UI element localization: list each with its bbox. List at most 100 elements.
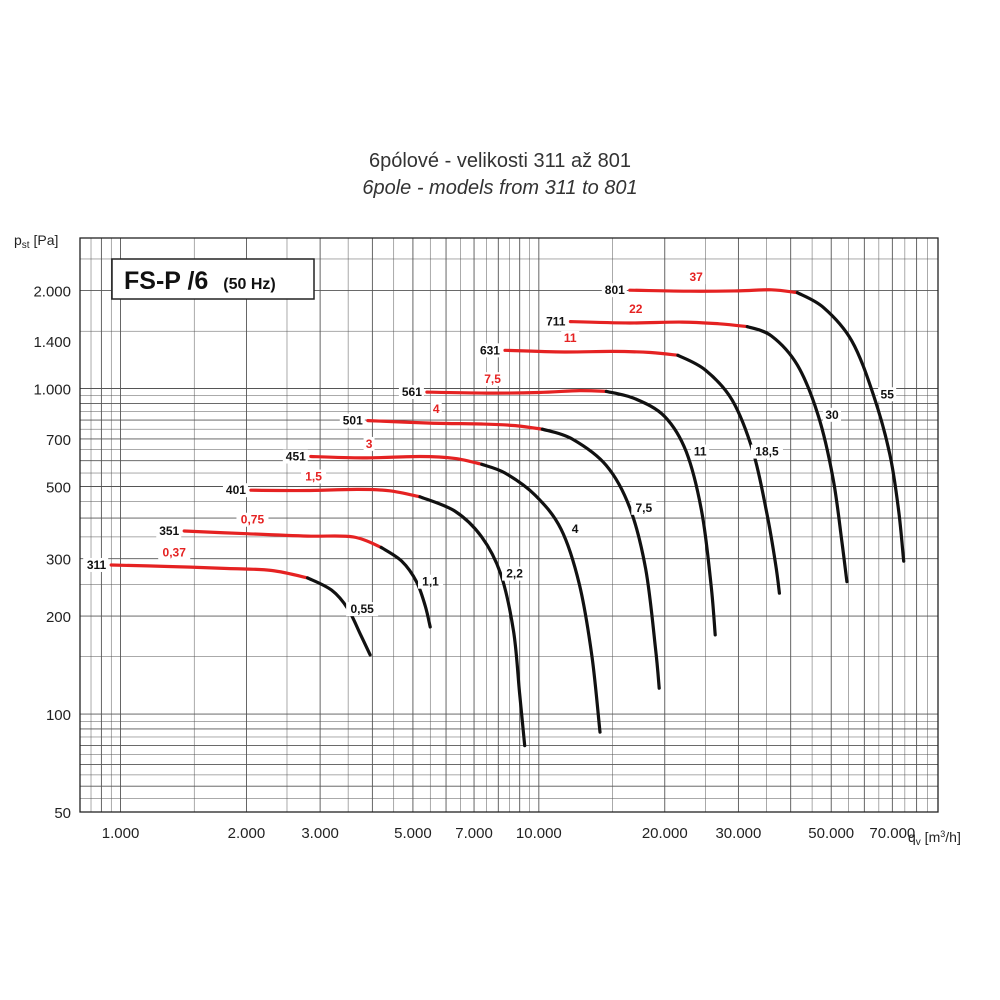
- x-tick-label: 3.000: [301, 825, 339, 842]
- curve-451-power-black-label-bg: [569, 522, 581, 537]
- grid-lines: [79, 238, 939, 812]
- curve-711-tail: [745, 325, 849, 584]
- curve-451-size-label-bg: [282, 449, 308, 464]
- curve-451-size-label: 451: [286, 450, 306, 464]
- curve-711-power-black-label: 30: [825, 408, 839, 422]
- curve-711-size-label: 711: [546, 315, 566, 329]
- curve-311-power-black-label: 0,55: [350, 602, 374, 616]
- y-tick-label: 200: [46, 609, 71, 626]
- curve-351-tail: [379, 545, 432, 629]
- curve-401-size-label: 401: [226, 483, 246, 497]
- curve-801-power-red-label-bg: [687, 270, 706, 285]
- curve-351-size-label-bg: [156, 523, 182, 538]
- curve-351-size-label: 351: [159, 524, 179, 538]
- curve-631-power-black-label: 18,5: [755, 445, 779, 459]
- y-tick-label: 700: [46, 432, 71, 449]
- curve-631-size-label: 631: [480, 343, 500, 357]
- curve-501-power-black-label-bg: [631, 500, 657, 515]
- curve-561-power-black-label-bg: [691, 444, 710, 459]
- curve-561-tail: [604, 389, 717, 637]
- x-tick-label: 2.000: [228, 825, 266, 842]
- curve-801-tail: [795, 291, 906, 563]
- curve-631-power-red-label: 11: [564, 331, 577, 345]
- curve-561-size-label: 561: [402, 385, 422, 399]
- curve-311-size-label-bg: [83, 557, 109, 572]
- curve-801-power-black-label: 55: [881, 387, 895, 401]
- curve-401-power-black-label: 2,2: [506, 567, 523, 581]
- curve-631-efficient: [503, 348, 680, 357]
- x-tick-label: 70.000: [869, 825, 915, 842]
- curve-711-power-black-label-bg: [823, 407, 842, 422]
- y-tick-label: 1.400: [33, 334, 71, 351]
- curve-401-power-red-label-bg: [301, 469, 327, 484]
- y-tick-label: 100: [46, 707, 71, 724]
- chart-title: 6pólové - velikosti 311 až 801: [368, 150, 631, 172]
- curve-401-efficient: [249, 487, 422, 499]
- curve-801-power-black-label-bg: [878, 387, 897, 402]
- plot-frame: [79, 237, 939, 813]
- curve-451-efficient: [309, 454, 484, 466]
- curve-631-size-label-bg: [476, 343, 502, 358]
- curve-711-power-red-label: 22: [629, 302, 643, 316]
- y-axis-label: pst [Pa]: [14, 232, 58, 251]
- curve-311-efficient: [109, 563, 310, 580]
- curve-801-power-red-label: 37: [689, 270, 703, 284]
- curve-561-power-red-label-bg: [480, 372, 506, 387]
- model-badge: FS-P /6 (50 Hz): [111, 258, 315, 300]
- curve-311-size-label: 311: [87, 558, 107, 572]
- x-tick-label: 7.000: [455, 825, 493, 842]
- x-axis-label: qv [m3/h]: [908, 829, 961, 848]
- curve-labels: 311 0,37 0,55 351 0,75 1,1 401 1,5 2,2 451 3 4 501 4 7…: [83, 270, 897, 617]
- svg-text:FS-P /6 (50 Hz): FS-P /6 (50 Hz): [124, 267, 276, 295]
- curve-561-power-black-label: 11: [694, 445, 707, 459]
- curve-801-efficient: [628, 288, 799, 295]
- x-tick-label: 50.000: [808, 825, 854, 842]
- curve-711-power-red-label-bg: [626, 301, 645, 316]
- curve-351-power-black-label: 1,1: [422, 575, 439, 589]
- curve-561-power-red-label: 7,5: [484, 372, 501, 386]
- y-tick-label: 2.000: [33, 284, 71, 301]
- curve-451-tail: [480, 462, 602, 734]
- curve-351-efficient: [182, 529, 383, 549]
- x-tick-label: 1.000: [102, 825, 140, 842]
- curve-311-power-black-label-bg: [346, 602, 379, 617]
- curve-311-power-red-label-bg: [158, 545, 191, 560]
- curve-501-size-label-bg: [339, 413, 365, 428]
- y-tick-label: 50: [54, 805, 71, 822]
- x-tick-label: 20.000: [642, 825, 688, 842]
- curve-561-size-label-bg: [398, 385, 424, 400]
- curve-401-power-black-label-bg: [502, 566, 528, 581]
- curve-801-size-label-bg: [601, 283, 627, 298]
- curve-351-power-black-label-bg: [418, 574, 444, 589]
- curve-501-power-red-label-bg: [430, 402, 442, 417]
- model-badge-frequency: (50 Hz): [223, 276, 275, 293]
- curve-801-size-label: 801: [605, 283, 625, 297]
- curve-311-power-red-label: 0,37: [163, 545, 187, 559]
- x-tick-label: 5.000: [394, 825, 432, 842]
- x-tick-label: 30.000: [715, 825, 761, 842]
- curve-451-power-red-label-bg: [363, 436, 375, 451]
- y-tick-label: 300: [46, 552, 71, 569]
- curve-561-efficient: [425, 388, 608, 395]
- curve-501-efficient: [366, 419, 544, 431]
- curve-631-power-black-label-bg: [750, 444, 783, 459]
- curve-401-tail: [418, 495, 527, 748]
- curve-351-power-red-label-bg: [236, 512, 269, 527]
- curve-501-power-red-label: 4: [433, 402, 440, 416]
- curve-401-size-label-bg: [222, 483, 248, 498]
- curve-631-power-red-label-bg: [561, 330, 580, 345]
- curve-501-tail: [540, 427, 661, 690]
- axes: 1.000 2.000 3.000 5.000 7.000 10.000 20.000 30.…: [33, 237, 939, 842]
- y-tick-label: 500: [46, 479, 71, 496]
- curve-501-power-black-label: 7,5: [635, 501, 652, 515]
- curve-711-efficient: [568, 320, 749, 329]
- curve-351-power-red-label: 0,75: [241, 513, 265, 527]
- curve-711-size-label-bg: [542, 314, 568, 329]
- curve-401-power-red-label: 1,5: [305, 470, 322, 484]
- fan-curves: [109, 288, 906, 748]
- curve-451-power-red-label: 3: [366, 437, 373, 451]
- curve-451-power-black-label: 4: [572, 522, 579, 536]
- model-badge-main: FS-P /6: [124, 267, 208, 295]
- y-tick-label: 1.000: [33, 382, 71, 399]
